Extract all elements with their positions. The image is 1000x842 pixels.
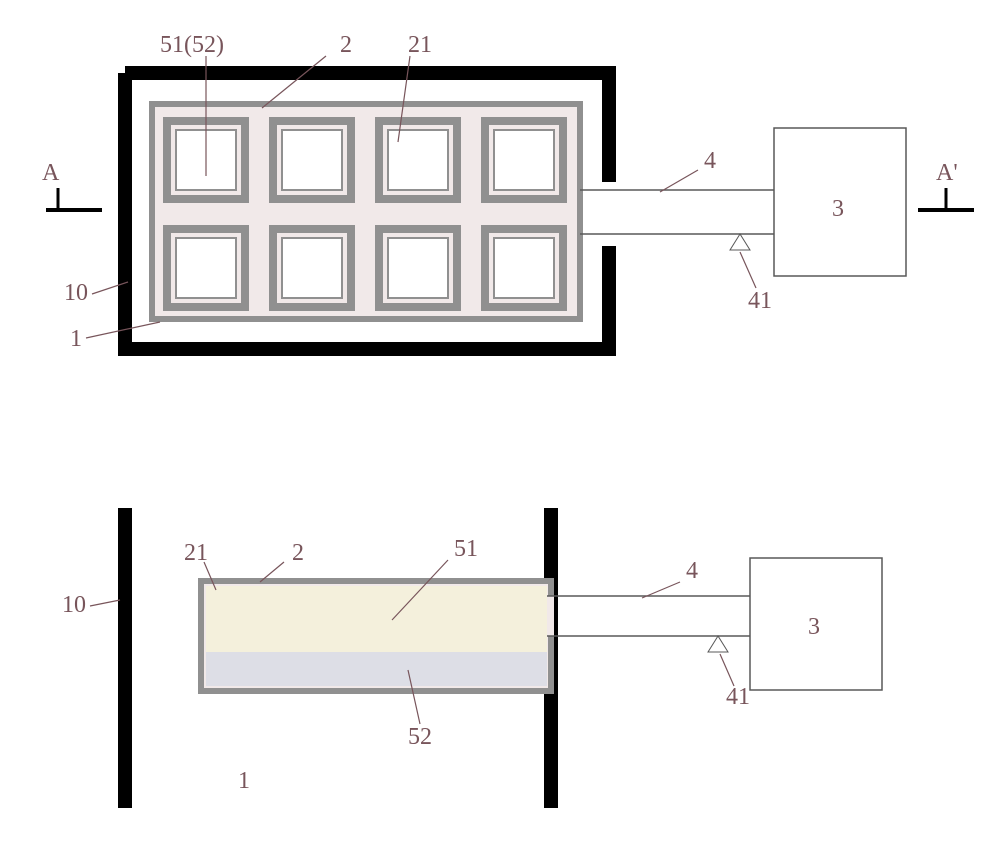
top-cell-inner bbox=[176, 238, 236, 298]
label-L4: 4 bbox=[704, 148, 716, 174]
bottom-wall-left bbox=[118, 508, 132, 808]
blabel-L10: 10 bbox=[62, 592, 86, 618]
top-cell-inner bbox=[282, 130, 342, 190]
blabel-L52: 52 bbox=[408, 724, 432, 750]
label-L2: 2 bbox=[340, 32, 352, 58]
label-L10: 10 bbox=[64, 280, 88, 306]
bottom-layer-51 bbox=[206, 586, 547, 652]
blabel-L2: 2 bbox=[292, 540, 304, 566]
blabel-L3: 3 bbox=[808, 614, 820, 640]
label-LA: A bbox=[42, 160, 60, 186]
top-cell-inner bbox=[494, 130, 554, 190]
label-L3: 3 bbox=[832, 196, 844, 222]
bottom-layer-52 bbox=[206, 652, 547, 686]
label-L21: 21 bbox=[408, 32, 432, 58]
blabel-L51: 51 bbox=[454, 536, 478, 562]
blabel-L4: 4 bbox=[686, 558, 698, 584]
label-L41: 41 bbox=[748, 288, 772, 314]
blabel-L41: 41 bbox=[726, 684, 750, 710]
label-LAp: A' bbox=[936, 160, 958, 186]
blabel-L1: 1 bbox=[238, 768, 250, 794]
top-cell-inner bbox=[494, 238, 554, 298]
top-cell-inner bbox=[282, 238, 342, 298]
top-cell-inner bbox=[388, 130, 448, 190]
label-L1: 1 bbox=[70, 326, 82, 352]
label-L51_52: 51(52) bbox=[160, 32, 224, 58]
top-cell-inner bbox=[388, 238, 448, 298]
